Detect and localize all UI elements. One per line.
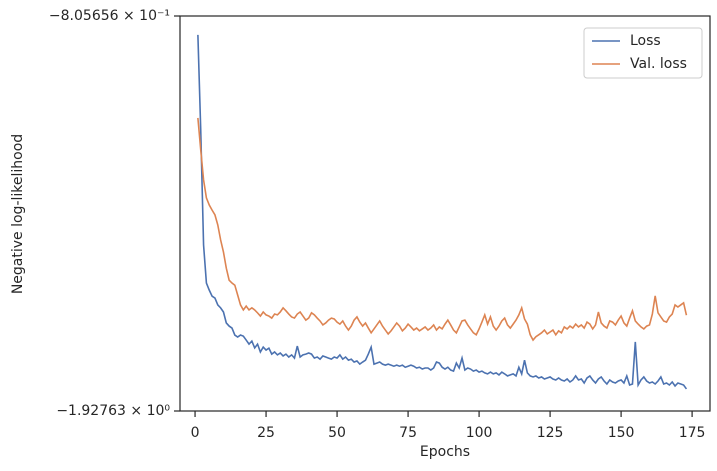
x-tick-label: 100 <box>466 425 493 441</box>
x-tick-label: 125 <box>537 425 564 441</box>
x-axis-label: Epochs <box>420 444 470 460</box>
y-tick-label: −1.92763 × 10⁰ <box>56 403 170 419</box>
x-tick-label: 0 <box>191 425 200 441</box>
plot-frame <box>179 15 711 412</box>
x-tick-label: 175 <box>679 425 706 441</box>
x-tick-label: 25 <box>257 425 275 441</box>
line-series <box>197 117 688 342</box>
y-tick-label: −8.05656 × 10⁻¹ <box>49 8 170 24</box>
line-series <box>197 34 688 390</box>
legend-label: Val. loss <box>630 56 687 72</box>
x-tick-label: 50 <box>328 425 346 441</box>
x-tick-label: 150 <box>608 425 635 441</box>
x-tick-label: 75 <box>399 425 417 441</box>
legend-label: Loss <box>630 33 661 49</box>
y-axis-label: Negative log-likelihood <box>10 134 26 294</box>
